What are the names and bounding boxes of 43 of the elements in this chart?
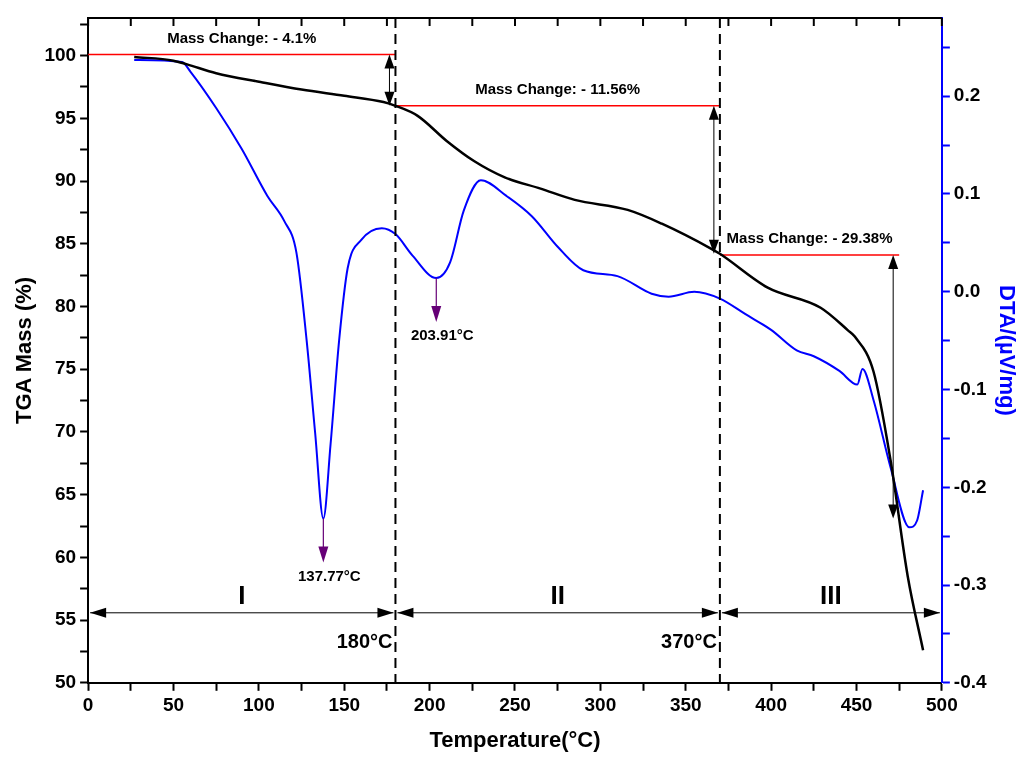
ref-line-label: 180°C (336, 630, 393, 653)
y-tick-label: 55 (54, 608, 77, 630)
y-tick-label: 90 (54, 169, 77, 191)
x-tick-label: 300 (584, 694, 617, 716)
y-tick-label: 60 (54, 545, 77, 567)
annotation: III (820, 579, 842, 610)
y-tick-label: 85 (54, 232, 77, 254)
x-tick-label: 150 (328, 694, 361, 716)
y-tick-label: 100 (44, 43, 77, 65)
ref-line-label: 370°C (661, 630, 717, 653)
y-tick-label: 65 (54, 482, 77, 504)
y-tick-label: 50 (54, 671, 77, 693)
annotation: II (550, 579, 565, 610)
y2-tick-label: -0.1 (953, 377, 988, 399)
annotation: Mass Change: - 11.56% (475, 79, 641, 97)
x-tick-label: 250 (499, 694, 531, 716)
y2-tick-label: -0.2 (953, 475, 987, 497)
y-tick-label: 95 (54, 106, 77, 128)
annotation: 203.91°C (410, 326, 474, 344)
y-tick-label: 75 (54, 357, 77, 379)
line-series (133, 59, 925, 529)
x-tick-label: 200 (413, 694, 446, 716)
x-tick-label: 100 (243, 694, 275, 716)
y2-tick-label: -0.3 (953, 573, 987, 595)
y2-tick-label: 0.0 (953, 279, 981, 301)
y-tick-label: 70 (54, 420, 77, 442)
x-axis-title: Temperature(°C) (429, 726, 601, 752)
x-tick-label: 450 (840, 694, 873, 716)
x-tick-label: 50 (162, 694, 185, 716)
x-tick-label: 500 (926, 694, 958, 716)
annotation: 137.77°C (297, 566, 361, 584)
x-tick-label: 350 (669, 694, 702, 716)
x-tick-label: 400 (755, 694, 787, 716)
y-tick-label: 80 (54, 294, 77, 316)
y-axis-title: TGA Mass (%) (11, 276, 37, 424)
y2-axis-title: DTA/(µV/mg) (994, 284, 1020, 416)
y2-tick-label: 0.1 (953, 182, 981, 204)
annotation: Mass Change: - 4.1% (167, 28, 317, 46)
y2-tick-label: -0.4 (953, 671, 988, 693)
annotation: Mass Change: - 29.38% (726, 229, 893, 247)
x-tick-label: 0 (82, 694, 94, 716)
y2-tick-label: 0.2 (953, 84, 981, 106)
annotation: I (238, 579, 246, 610)
